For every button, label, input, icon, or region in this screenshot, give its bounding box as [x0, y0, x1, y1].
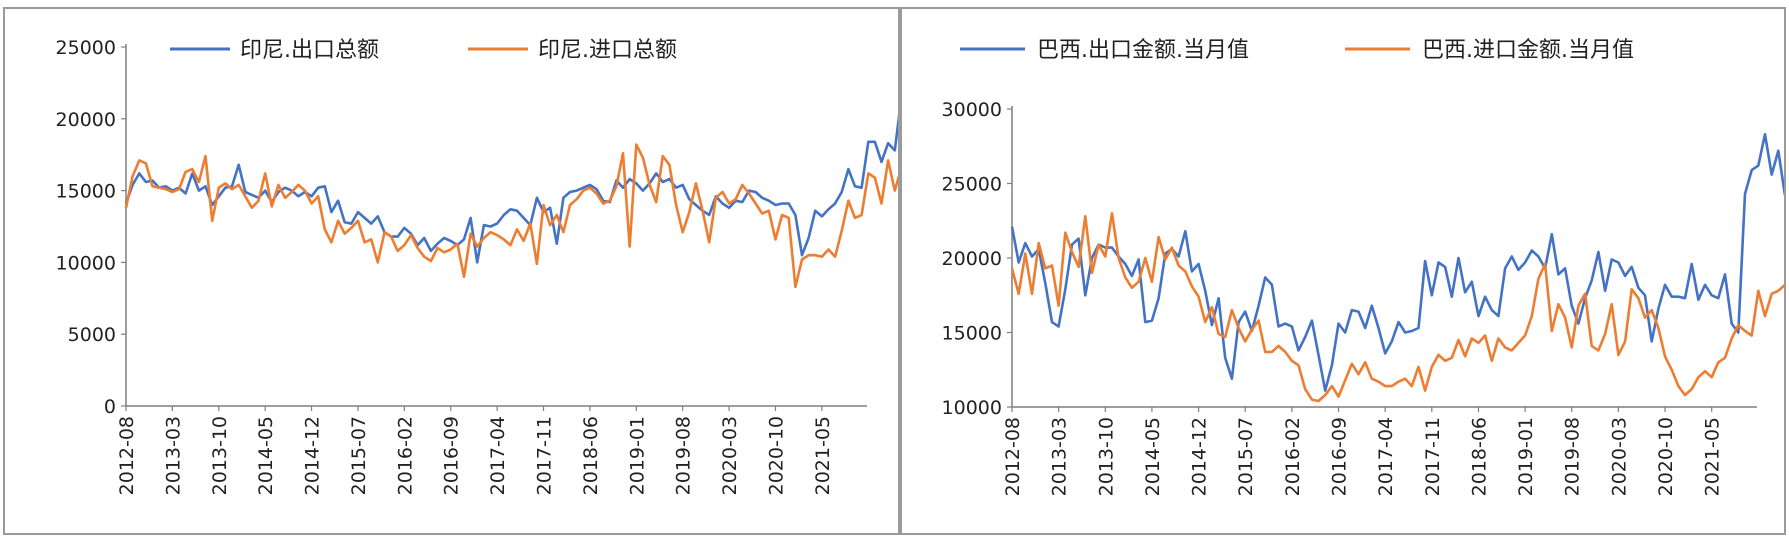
y-tick-label: 15000	[56, 181, 116, 203]
x-tick-label: 2016-02	[1282, 417, 1304, 496]
y-tick-label: 5000	[68, 324, 116, 346]
x-tick-label: 2016-09	[441, 416, 463, 495]
x-tick-label: 2013-03	[162, 416, 184, 495]
x-tick-label: 2020-10	[1655, 417, 1677, 496]
x-tick-label: 2021-05	[812, 416, 834, 495]
y-tick-label: 0	[104, 396, 116, 418]
x-tick-label: 2018-06	[1468, 417, 1490, 496]
y-tick-label: 20000	[56, 109, 116, 131]
series-line-export	[124, 114, 898, 264]
x-tick-label: 2019-08	[1562, 417, 1584, 496]
x-tick-label: 2017-04	[1375, 417, 1397, 496]
series-line-import	[124, 143, 898, 289]
x-tick-label: 2014-05	[1142, 417, 1164, 496]
x-tick-label: 2014-12	[1189, 417, 1211, 496]
x-tick-label: 2018-06	[580, 416, 602, 495]
y-tick-label: 30000	[942, 99, 1002, 121]
y-tick-label: 20000	[942, 248, 1002, 270]
y-tick-label: 10000	[942, 397, 1002, 419]
y-tick-label: 15000	[942, 323, 1002, 345]
legend-label: 巴西.出口金额.当月值	[1037, 38, 1249, 63]
brazil-trade-chart: 10000 15000 20000 25000 30000 2012-08 2013-03 2…	[942, 38, 1784, 496]
x-tick-label: 2014-12	[302, 416, 324, 495]
x-tick-label: 2017-04	[487, 416, 509, 495]
x-tick-label: 2021-05	[1702, 417, 1724, 496]
x-tick-label: 2014-05	[255, 416, 277, 495]
x-tick-label: 2016-09	[1329, 417, 1351, 496]
x-tick-label: 2020-10	[765, 416, 787, 495]
x-tick-label: 2020-03	[719, 416, 741, 495]
x-tick-label: 2019-01	[626, 416, 648, 495]
x-tick-label: 2019-08	[673, 416, 695, 495]
x-tick-label: 2015-07	[1235, 417, 1257, 496]
x-tick-label: 2015-07	[348, 416, 370, 495]
x-tick-label: 2016-02	[394, 416, 416, 495]
indonesia-trade-chart: 0 5000 10000 15000 20000 25000 2012-08 2013-03 2…	[56, 37, 898, 495]
legend-label: 巴西.进口金额.当月值	[1422, 38, 1634, 63]
x-tick-label: 2019-01	[1515, 417, 1537, 496]
chart-panel-indonesia: 0 5000 10000 15000 20000 25000 2012-08 2013-03 2…	[3, 7, 900, 535]
x-tick-label: 2017-11	[534, 416, 556, 495]
x-tick-label: 2013-03	[1049, 417, 1071, 496]
chart-panel-brazil: 10000 15000 20000 25000 30000 2012-08 2013-03 2…	[900, 7, 1786, 535]
x-tick-label: 2020-03	[1608, 417, 1630, 496]
series-line-import	[1010, 212, 1784, 403]
legend-label: 印尼.出口总额	[240, 38, 379, 63]
x-tick-label: 2013-10	[209, 416, 231, 495]
x-tick-label: 2013-10	[1095, 417, 1117, 496]
series-line-export	[1010, 133, 1784, 392]
y-tick-label: 25000	[56, 37, 116, 59]
legend-label: 印尼.进口总额	[538, 38, 677, 63]
x-tick-label: 2012-08	[1002, 417, 1024, 496]
x-tick-label: 2017-11	[1422, 417, 1444, 496]
y-tick-label: 10000	[56, 252, 116, 274]
x-tick-label: 2012-08	[116, 416, 138, 495]
y-tick-label: 25000	[942, 174, 1002, 196]
